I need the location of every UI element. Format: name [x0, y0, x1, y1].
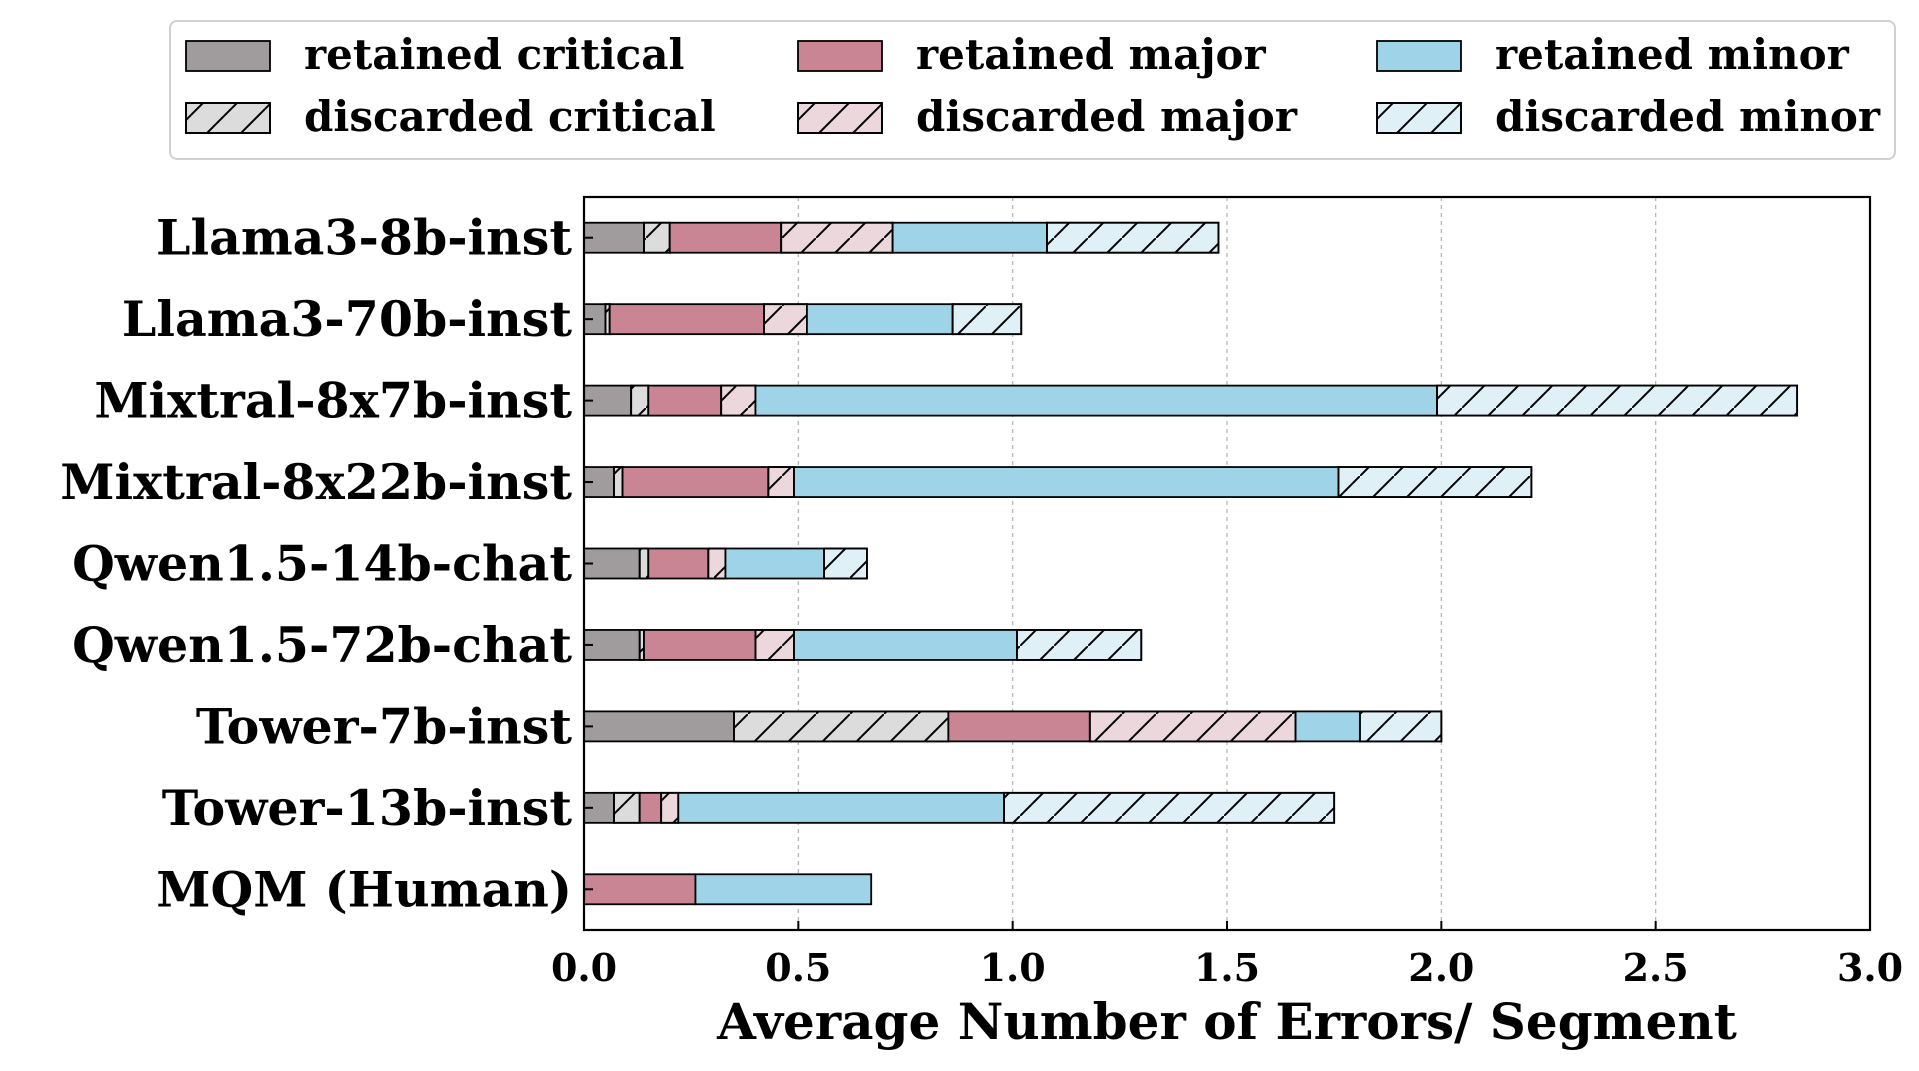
legend: retained critical discarded critical retai… — [169, 20, 1896, 160]
bar-segment — [677, 791, 1005, 824]
bar-segment — [823, 547, 868, 580]
bar-segment — [1436, 384, 1799, 417]
bar-segment — [733, 710, 950, 743]
legend-entry: discarded critical — [185, 92, 716, 141]
category-label: MQM (Human) — [156, 860, 572, 918]
legend-frame — [169, 20, 1896, 160]
x-tick-label: 3.0 — [1837, 945, 1903, 990]
legend-swatch — [1376, 40, 1462, 72]
x-axis-label: Average Number of Errors/ Segment — [716, 992, 1737, 1051]
bar-segment — [621, 466, 770, 498]
bar-segment — [643, 629, 757, 661]
bar-segment — [608, 303, 765, 336]
bar-segment — [647, 384, 723, 417]
legend-entry: retained major — [797, 30, 1267, 79]
bar-segment — [793, 466, 1340, 498]
bar-segment — [1016, 629, 1143, 661]
bar-segment — [1358, 710, 1443, 743]
x-tick-label: 2.0 — [1408, 945, 1474, 990]
legend-label: retained critical — [304, 30, 684, 79]
legend-label: discarded major — [916, 92, 1298, 141]
category-label: Tower-7b-inst — [196, 697, 573, 755]
bar-segment — [1088, 710, 1297, 743]
bar-segment — [767, 466, 795, 498]
bar-segment — [720, 384, 757, 417]
legend-entry: retained critical — [185, 30, 684, 79]
category-label: Qwen1.5-72b-chat — [72, 616, 572, 674]
legend-label: discarded critical — [304, 92, 716, 141]
legend-label: retained minor — [1495, 30, 1850, 79]
category-label: Llama3-8b-inst — [156, 209, 572, 267]
bar-segment — [660, 791, 680, 824]
bar-segment — [668, 221, 783, 254]
legend-entry: retained minor — [1376, 30, 1850, 79]
bar-segment — [583, 710, 735, 743]
bar-segment — [754, 384, 1438, 417]
bar-segment — [1337, 466, 1533, 498]
bar-segment — [763, 303, 808, 336]
bar-segment — [638, 791, 663, 824]
bar-segment — [613, 466, 624, 498]
category-label: Mixtral-8x7b-inst — [94, 372, 572, 430]
bar-segment — [647, 547, 710, 580]
bar-segment — [583, 221, 645, 254]
bar-segment — [630, 384, 650, 417]
bar-segment — [707, 547, 727, 580]
legend-label: discarded minor — [1495, 92, 1881, 141]
bar-segment — [583, 873, 697, 906]
legend-entry: discarded minor — [1376, 92, 1881, 141]
category-label: Llama3-70b-inst — [122, 290, 572, 348]
category-label: Tower-13b-inst — [162, 779, 573, 837]
bar-segment — [643, 221, 671, 254]
axes: 0.0 0.5 1.0 1.5 2.0 2.5 3.0 Llama3-8b-inst Llama… — [60, 209, 1903, 990]
bar-segment — [947, 710, 1091, 743]
bar-segment — [638, 547, 650, 580]
bars — [583, 221, 1799, 906]
bar-segment — [613, 791, 641, 824]
bar-segment — [780, 221, 894, 254]
x-tick-label: 1.5 — [1194, 945, 1260, 990]
x-tick-label: 2.5 — [1623, 945, 1689, 990]
category-label: Mixtral-8x22b-inst — [60, 453, 572, 511]
bar-segment — [583, 547, 641, 580]
legend-swatch — [185, 40, 271, 72]
legend-label: retained major — [916, 30, 1267, 79]
bar-segment — [793, 629, 1018, 661]
legend-entry: discarded major — [797, 92, 1298, 141]
bar-segment — [1003, 791, 1336, 824]
x-tick-label: 0.5 — [765, 945, 831, 990]
bar-segment — [1046, 221, 1220, 254]
bar-segment — [754, 629, 795, 661]
bar-segment — [806, 303, 954, 336]
bar-segment — [891, 221, 1048, 254]
x-tick-label: 1.0 — [980, 945, 1046, 990]
x-tick-label: 0.0 — [551, 945, 617, 990]
bar-segment — [1294, 710, 1361, 743]
bar-segment — [724, 547, 825, 580]
bar-segment — [694, 873, 873, 906]
legend-swatch — [797, 40, 883, 72]
bar-segment — [951, 303, 1023, 336]
category-label: Qwen1.5-14b-chat — [72, 535, 572, 593]
